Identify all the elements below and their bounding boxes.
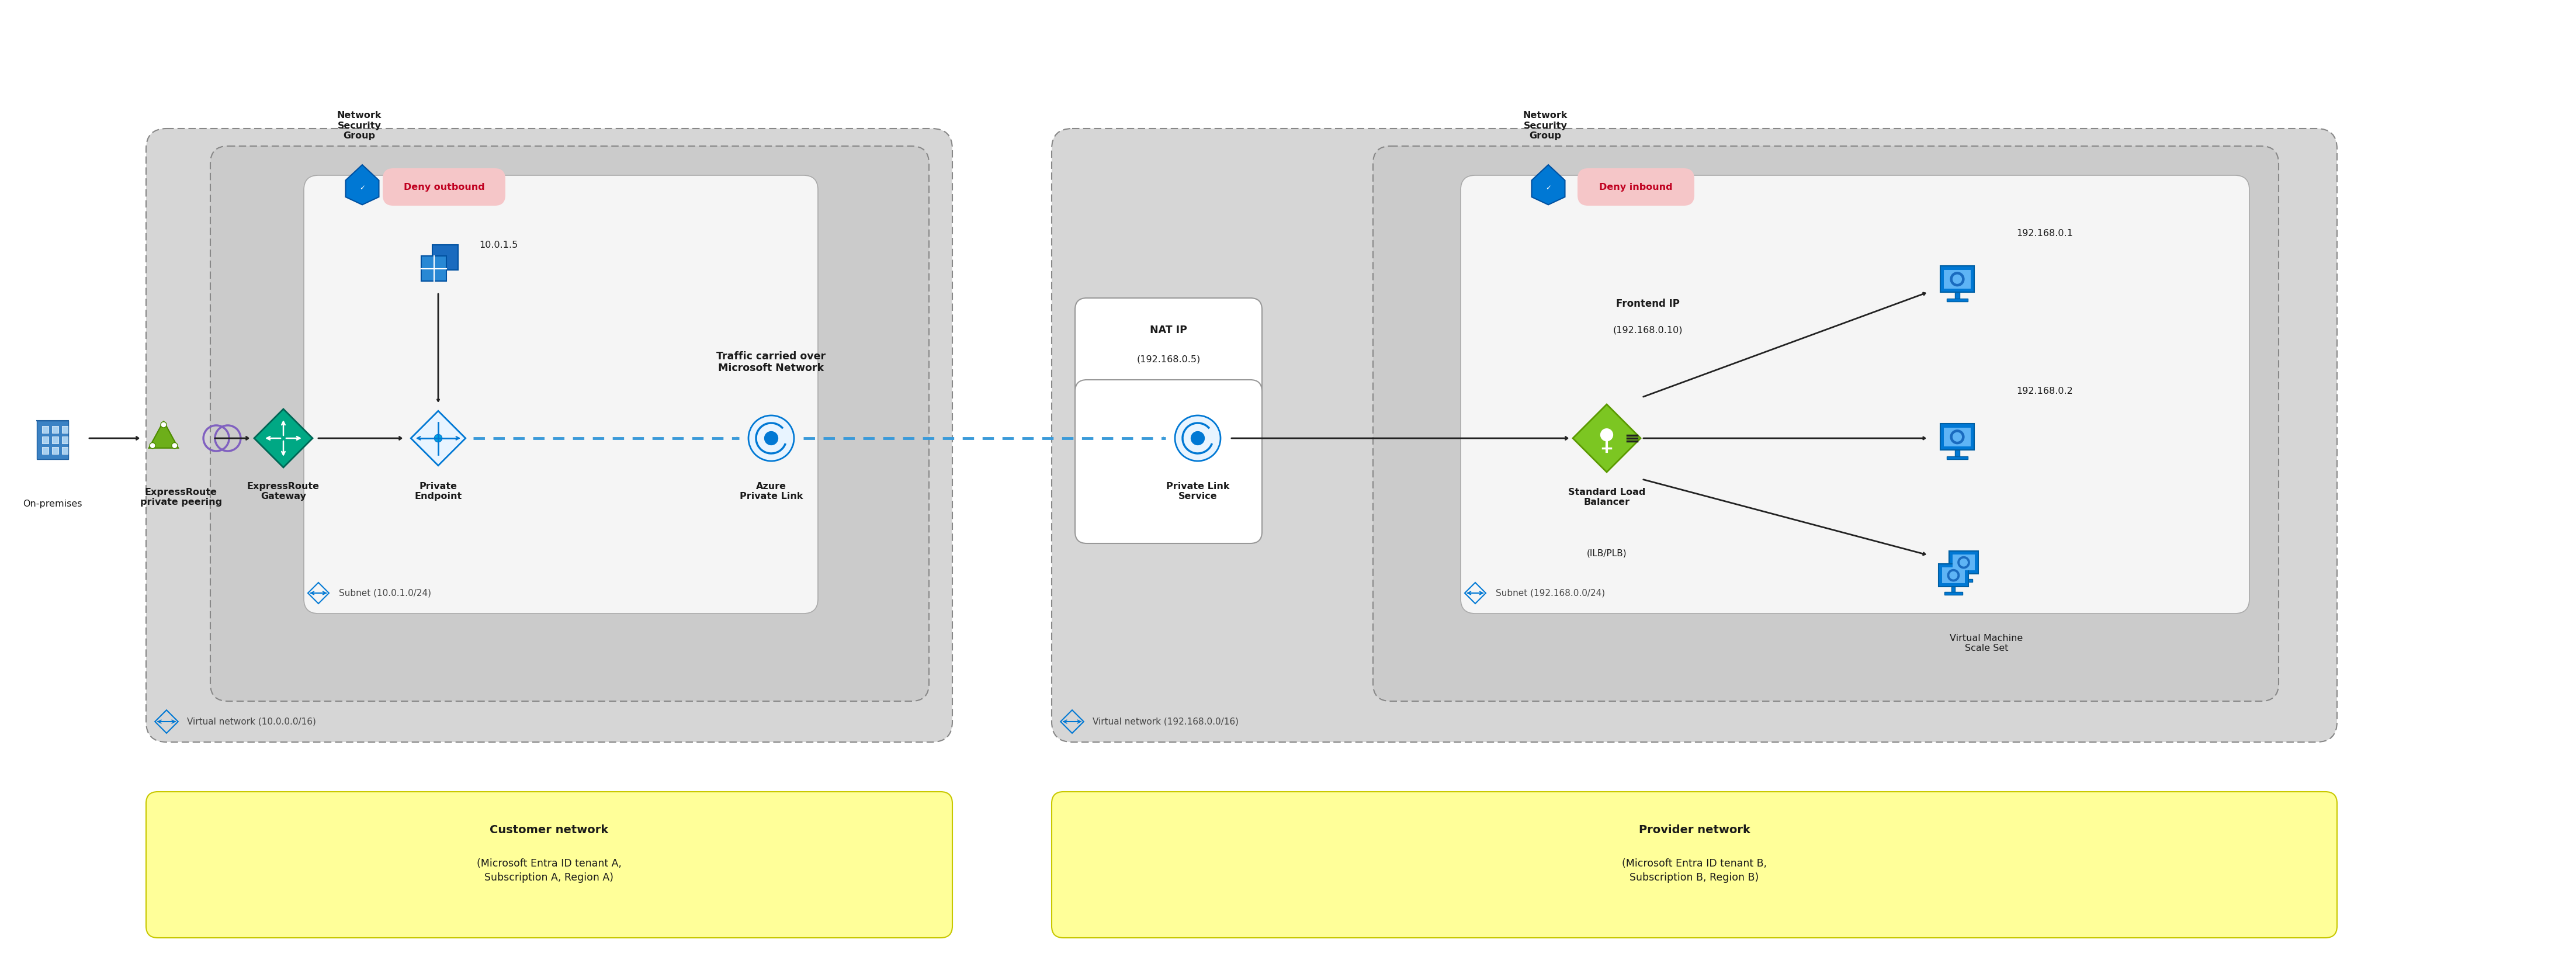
Text: Private
Endpoint: Private Endpoint: [415, 482, 461, 501]
Text: 192.168.0.2: 192.168.0.2: [2017, 387, 2074, 396]
Polygon shape: [1533, 165, 1566, 204]
Text: ExpressRoute
Gateway: ExpressRoute Gateway: [247, 482, 319, 501]
Bar: [62, 426, 67, 433]
Bar: [1963, 574, 1965, 580]
Bar: [62, 447, 67, 454]
Bar: [41, 447, 49, 454]
Bar: [1950, 551, 1978, 574]
Polygon shape: [345, 165, 379, 204]
Circle shape: [1190, 432, 1206, 444]
Text: Subnet (10.0.1.0/24): Subnet (10.0.1.0/24): [340, 588, 430, 597]
Text: Subnet (192.168.0.0/24): Subnet (192.168.0.0/24): [1497, 588, 1605, 597]
Bar: [1955, 579, 1973, 582]
Bar: [52, 426, 59, 433]
Circle shape: [435, 434, 443, 442]
Bar: [422, 256, 446, 281]
Circle shape: [1600, 429, 1613, 441]
Bar: [1953, 555, 1976, 570]
Text: Deny inbound: Deny inbound: [1600, 182, 1672, 191]
Bar: [1940, 266, 1973, 292]
Circle shape: [1958, 556, 1971, 569]
Bar: [1945, 592, 1963, 594]
Bar: [1940, 423, 1973, 450]
Circle shape: [173, 443, 178, 448]
Text: Network
Security
Group: Network Security Group: [337, 111, 381, 140]
Circle shape: [1950, 429, 1965, 444]
Text: On-premises: On-premises: [23, 499, 82, 509]
Circle shape: [1950, 272, 1965, 286]
Polygon shape: [149, 421, 178, 448]
Bar: [433, 245, 459, 270]
FancyBboxPatch shape: [384, 168, 505, 205]
Text: (ILB/PLB): (ILB/PLB): [1587, 549, 1628, 558]
Bar: [1947, 456, 1968, 459]
FancyBboxPatch shape: [1074, 380, 1262, 543]
Text: (Microsoft Entra ID tenant B,
Subscription B, Region B): (Microsoft Entra ID tenant B, Subscripti…: [1623, 858, 1767, 883]
Polygon shape: [1574, 404, 1641, 472]
Bar: [41, 437, 49, 444]
Circle shape: [1947, 569, 1960, 582]
Text: Traffic carried over
Microsoft Network: Traffic carried over Microsoft Network: [716, 351, 827, 373]
FancyBboxPatch shape: [304, 176, 819, 613]
FancyBboxPatch shape: [147, 129, 953, 742]
FancyBboxPatch shape: [1373, 146, 2280, 701]
FancyBboxPatch shape: [1051, 129, 2336, 742]
Text: (192.168.0.10): (192.168.0.10): [1613, 325, 1682, 334]
Bar: [52, 437, 59, 444]
Circle shape: [160, 421, 167, 427]
Text: (Microsoft Entra ID tenant A,
Subscription A, Region A): (Microsoft Entra ID tenant A, Subscripti…: [477, 858, 621, 883]
Text: 10.0.1.5: 10.0.1.5: [479, 241, 518, 250]
FancyBboxPatch shape: [1577, 168, 1695, 205]
Bar: [1945, 428, 1971, 446]
Text: 192.168.0.1: 192.168.0.1: [2017, 229, 2074, 238]
Bar: [52, 447, 59, 454]
Bar: [1945, 270, 1971, 288]
Circle shape: [1175, 416, 1221, 461]
Bar: [1953, 587, 1955, 592]
Text: Standard Load
Balancer: Standard Load Balancer: [1569, 488, 1646, 507]
Circle shape: [750, 416, 793, 461]
Text: Provider network: Provider network: [1638, 824, 1749, 835]
FancyBboxPatch shape: [1051, 792, 2336, 938]
Bar: [62, 437, 67, 444]
Bar: [1940, 564, 1968, 587]
Circle shape: [1953, 432, 1963, 442]
Text: Private Link
Service: Private Link Service: [1167, 482, 1229, 501]
FancyBboxPatch shape: [1461, 176, 2249, 613]
Text: Virtual Machine
Scale Set: Virtual Machine Scale Set: [1950, 634, 2022, 653]
Bar: [41, 426, 49, 433]
Circle shape: [149, 443, 155, 448]
Text: (192.168.0.5): (192.168.0.5): [1136, 355, 1200, 364]
Polygon shape: [255, 409, 312, 468]
Bar: [1947, 299, 1968, 301]
Text: Frontend IP: Frontend IP: [1615, 299, 1680, 309]
Bar: [36, 420, 70, 459]
Circle shape: [1960, 559, 1968, 566]
Circle shape: [1953, 275, 1963, 284]
Bar: [1955, 292, 1960, 299]
Text: Virtual network (192.168.0.0/16): Virtual network (192.168.0.0/16): [1092, 717, 1239, 726]
Text: ExpressRoute
private peering: ExpressRoute private peering: [139, 488, 222, 507]
Text: Virtual network (10.0.0.0/16): Virtual network (10.0.0.0/16): [188, 717, 317, 726]
Text: ✓: ✓: [1546, 184, 1551, 192]
Circle shape: [765, 432, 778, 444]
FancyBboxPatch shape: [211, 146, 930, 701]
Bar: [1955, 450, 1960, 457]
Text: Customer network: Customer network: [489, 824, 608, 835]
FancyBboxPatch shape: [1074, 298, 1262, 438]
Text: NAT IP: NAT IP: [1149, 324, 1188, 335]
Text: Deny outbound: Deny outbound: [404, 182, 484, 191]
Text: Network
Security
Group: Network Security Group: [1522, 111, 1569, 140]
Bar: [1942, 567, 1965, 584]
FancyBboxPatch shape: [147, 792, 953, 938]
Polygon shape: [412, 411, 466, 466]
Circle shape: [1950, 571, 1958, 580]
Text: ✓: ✓: [361, 184, 366, 192]
Text: Azure
Private Link: Azure Private Link: [739, 482, 804, 501]
